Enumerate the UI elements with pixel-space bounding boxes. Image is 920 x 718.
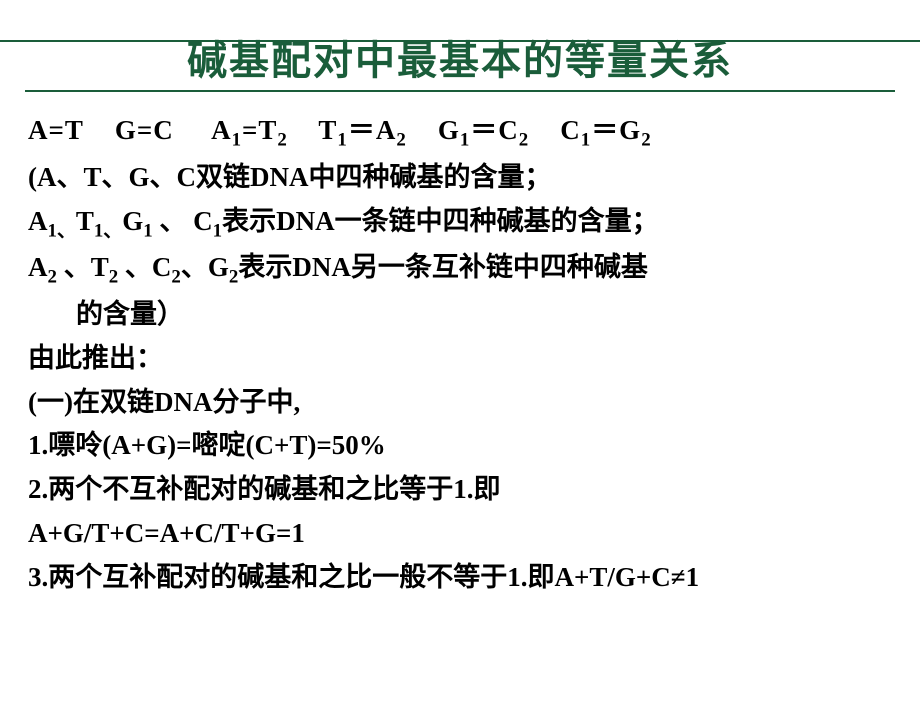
eq-gc: G=C bbox=[115, 115, 174, 145]
item-2: 2.两个不互补配对的碱基和之比等于1.即 bbox=[28, 469, 892, 511]
derive-label: 由此推出： bbox=[28, 338, 892, 380]
note-strand2: A2 、T2 、C2、G2表示DNA另一条互补链中四种碱基 bbox=[28, 247, 892, 292]
section1-head: (一)在双链DNA分子中, bbox=[28, 382, 892, 424]
equation-row: A=T G=C A1=T2 T1＝A2 G1＝C2 C1＝G2 bbox=[28, 110, 892, 155]
note-strand1: A1、T1、G1 、 C1表示DNA一条链中四种碱基的含量； bbox=[28, 201, 892, 246]
item-3: 3.两个互补配对的碱基和之比一般不等于1.即A+T/G+C≠1 bbox=[28, 557, 892, 599]
eq-g1c2: G1＝C2 bbox=[438, 115, 529, 145]
note-strand2-cont: 的含量） bbox=[28, 294, 892, 336]
item-1: 1.嘌呤(A+G)=嘧啶(C+T)=50% bbox=[28, 425, 892, 467]
eq-at: A=T bbox=[28, 115, 84, 145]
item-2-eq: A+G/T+C=A+C/T+G=1 bbox=[28, 513, 892, 555]
slide-content: A=T G=C A1=T2 T1＝A2 G1＝C2 C1＝G2 (A、T、G、C… bbox=[0, 92, 920, 599]
slide-title: 碱基配对中最基本的等量关系 bbox=[0, 28, 920, 86]
eq-c1g2: C1＝G2 bbox=[560, 115, 651, 145]
top-rule bbox=[0, 40, 920, 42]
note-double-strand: (A、T、G、C双链DNA中四种碱基的含量； bbox=[28, 157, 892, 199]
eq-a1t2: A1=T2 bbox=[211, 115, 288, 145]
eq-t1a2: T1＝A2 bbox=[318, 115, 406, 145]
